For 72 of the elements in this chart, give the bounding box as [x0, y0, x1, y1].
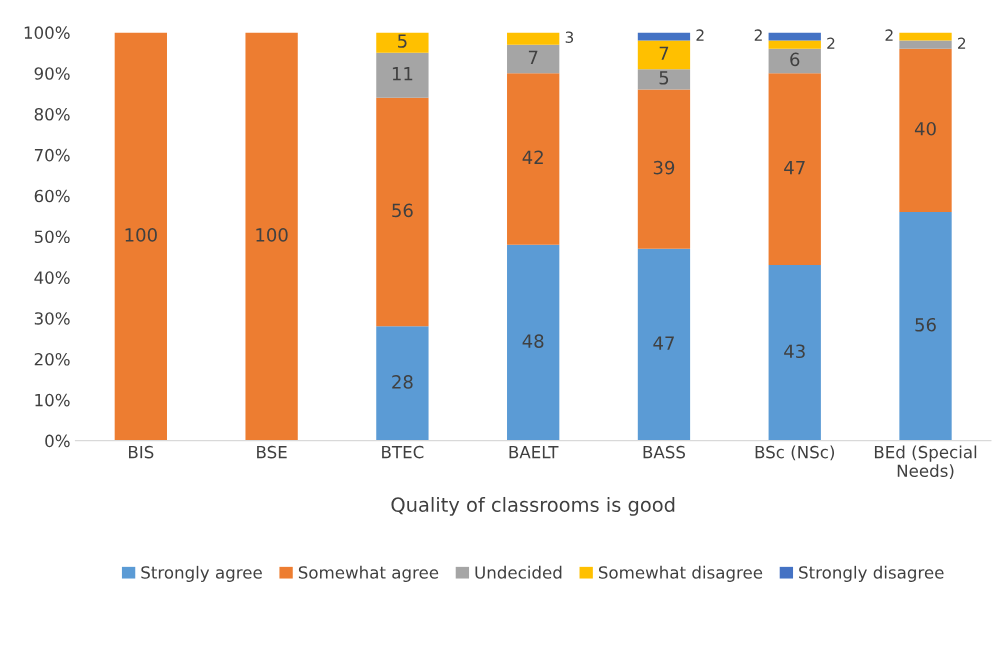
- bar: [376, 326, 429, 441]
- data-label: 2: [754, 29, 762, 41]
- y-tick-label: 60%: [34, 189, 70, 203]
- data-label: 2: [885, 29, 893, 41]
- bar: [899, 40, 952, 49]
- data-label: 100: [125, 228, 157, 242]
- bar: [507, 244, 560, 441]
- data-label: 6: [790, 52, 800, 67]
- data-label: 5: [659, 71, 669, 85]
- y-tick-label: 100%: [24, 26, 70, 39]
- y-tick-label: 80%: [34, 108, 70, 121]
- x-tick-label: BAELT: [509, 446, 559, 459]
- legend-label: Somewhat disagree: [598, 565, 763, 582]
- legend-label: Strongly agree: [141, 565, 262, 582]
- x-axis-title: Quality of classrooms is good: [391, 496, 675, 516]
- bar: [899, 48, 952, 213]
- data-label: 11: [392, 67, 413, 81]
- data-label: 28: [392, 375, 413, 389]
- data-label: 2: [827, 37, 835, 49]
- bar: [768, 265, 821, 441]
- data-label: 7: [659, 46, 669, 60]
- bar: [637, 40, 691, 70]
- y-tick-label: 20%: [34, 352, 70, 366]
- bar: [507, 32, 560, 45]
- data-label: 47: [653, 336, 674, 350]
- x-tick-label: BTEC: [382, 445, 424, 459]
- bar: [376, 52, 429, 98]
- bar: [768, 48, 821, 74]
- x-tick-label: BSc (NSc): [755, 445, 834, 461]
- y-tick-label: 40%: [34, 271, 70, 284]
- bar: [245, 32, 298, 441]
- data-label: 100: [256, 228, 288, 242]
- data-label: 5: [398, 34, 407, 48]
- bar: [899, 212, 952, 441]
- data-label: 56: [915, 317, 936, 332]
- x-tick-label: BEd (Special Needs): [874, 445, 977, 480]
- bar: [507, 44, 560, 74]
- bar: [768, 73, 821, 266]
- y-tick-label: 90%: [34, 67, 70, 80]
- data-label: 43: [784, 344, 805, 359]
- bar: [507, 73, 560, 245]
- data-label: 42: [522, 150, 543, 164]
- bar: [637, 69, 691, 90]
- bar: [376, 97, 429, 327]
- x-tick-label: BSE: [257, 445, 287, 459]
- bar: [768, 32, 821, 41]
- data-label: 40: [914, 121, 936, 136]
- data-label: 47: [784, 160, 805, 175]
- data-label: 39: [653, 160, 675, 175]
- bar: [637, 248, 691, 441]
- x-tick-label: BIS: [129, 445, 154, 459]
- y-tick-label: 0%: [45, 434, 70, 448]
- legend-label: Undecided: [475, 565, 562, 579]
- data-label: 2: [696, 29, 704, 41]
- y-tick-label: 30%: [34, 312, 70, 325]
- legend-label: Somewhat agree: [298, 565, 439, 582]
- y-tick-label: 10%: [35, 393, 70, 407]
- bar: [114, 32, 167, 441]
- data-label: 2: [958, 37, 966, 49]
- data-label: 48: [522, 334, 544, 348]
- bar: [637, 89, 691, 249]
- legend-label: Strongly disagree: [799, 565, 944, 582]
- bar: [768, 40, 821, 49]
- data-label: 7: [528, 50, 538, 64]
- y-tick-label: 70%: [34, 148, 70, 162]
- y-tick-label: 50%: [34, 230, 70, 244]
- bar: [899, 32, 952, 41]
- data-label: 3: [565, 31, 574, 43]
- bar: [637, 32, 691, 41]
- x-tick-label: BASS: [643, 445, 686, 459]
- bar: [376, 32, 429, 53]
- data-label: 56: [392, 203, 413, 218]
